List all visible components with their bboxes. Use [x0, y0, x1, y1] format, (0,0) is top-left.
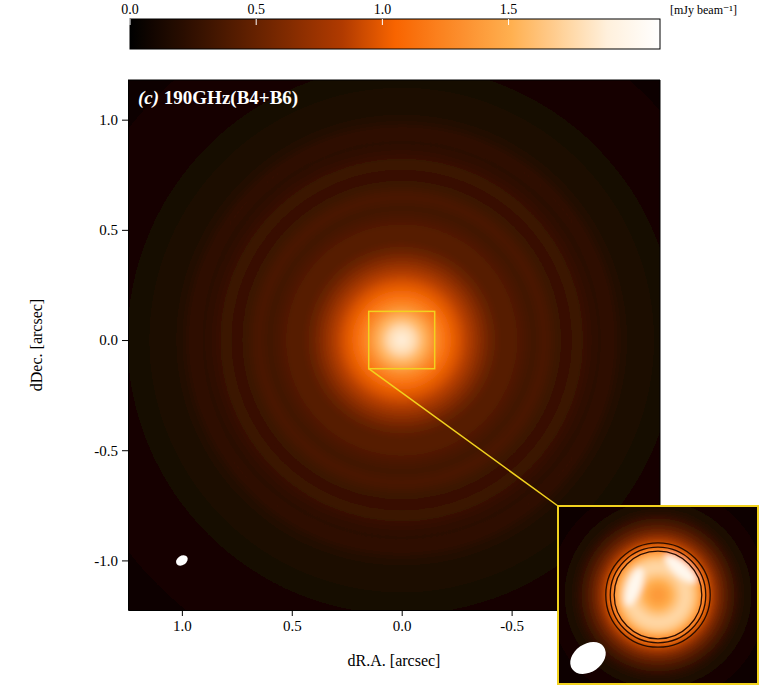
- inset-intensity-ring: [601, 538, 714, 651]
- intensity-ring: [176, 115, 627, 566]
- y-axis-line: [128, 81, 129, 611]
- y-axis: 1.0 0.5 0.0 -0.5 -1.0: [94, 81, 128, 611]
- panel-title: (c) 190GHz(B4+B6): [138, 87, 298, 109]
- y-tick-mark: [122, 560, 128, 561]
- y-tick: -1.0: [94, 553, 128, 569]
- inset-intensity-ring: [558, 506, 758, 684]
- x-tick-label: 0.0: [393, 618, 412, 634]
- y-tick-mark: [122, 120, 128, 121]
- panel-title-text: 190GHz(B4+B6): [159, 87, 298, 109]
- y-tick: 1.0: [99, 112, 128, 128]
- inset-intensity-ring: [558, 506, 758, 684]
- x-tick-label: 0.5: [283, 618, 302, 634]
- colorbar-tick-label: 0.0: [121, 2, 139, 17]
- image-layer: [128, 80, 660, 610]
- intensity-ring: [330, 269, 473, 412]
- x-tick: 1.0: [173, 610, 192, 634]
- x-tick-mark: [402, 610, 403, 616]
- inset-area: [558, 506, 758, 684]
- plot-area: [128, 80, 660, 610]
- colorbar: [130, 19, 660, 49]
- zoom-connector: [369, 369, 558, 506]
- inset-beam: [564, 635, 612, 680]
- intensity-ring: [352, 291, 451, 390]
- inset-intensity-ring: [588, 525, 728, 665]
- inset-border: [558, 506, 758, 684]
- y-tick-mark: [122, 340, 128, 341]
- intensity-ring: [209, 148, 594, 533]
- intensity-ring: [187, 126, 616, 555]
- colorbar-tick-label: 1.5: [500, 2, 518, 17]
- x-tick: -0.5: [500, 610, 524, 634]
- inset-contour: [614, 551, 702, 639]
- y-tick: 0.5: [99, 222, 128, 238]
- colorbar-label: [mJy beam⁻¹]: [670, 3, 737, 17]
- x-tick-mark: [292, 610, 293, 616]
- y-tick-label: 0.5: [99, 222, 118, 238]
- colorbar-tick-label: 0.5: [247, 2, 265, 17]
- x-tick-mark: [512, 610, 513, 616]
- intensity-ring: [242, 181, 561, 500]
- x-tick-label: 1.0: [173, 618, 192, 634]
- x-tick-mark: [182, 610, 183, 616]
- intensity-ring: [308, 247, 495, 434]
- intensity-ring: [128, 80, 660, 610]
- y-tick-label: 1.0: [99, 112, 118, 128]
- colorbar-group: 0.0 0.5 1.0 1.5 [mJy beam⁻¹]: [121, 2, 737, 49]
- colorbar-tick: [382, 19, 383, 25]
- inset-contour: [606, 543, 710, 647]
- intensity-ring: [220, 159, 583, 522]
- inset-intensity-ring: [608, 545, 708, 645]
- intensity-ring: [319, 258, 484, 423]
- inset-image-layer: [558, 506, 758, 684]
- y-tick-mark: [122, 230, 128, 231]
- y-tick: 0.0: [99, 332, 128, 348]
- colorbar-tick: [256, 19, 257, 25]
- inset-intensity-ring: [565, 506, 752, 684]
- inset-intensity-ring: [641, 578, 674, 611]
- inset-clump: [661, 550, 701, 587]
- y-tick-label: -0.5: [94, 443, 118, 459]
- intensity-ring: [231, 170, 572, 511]
- chart-container: 0.00.51.01.5[mJy beam⁻¹]1.00.50.0-0.51.0…: [0, 0, 766, 690]
- x-tick: 0.5: [283, 610, 302, 634]
- y-axis-title: dDec. [arcsec]: [28, 299, 45, 391]
- inset-intensity-ring: [648, 585, 668, 605]
- intensity-ring: [374, 313, 429, 368]
- y-tick-mark: [122, 450, 128, 451]
- inset-intensity-ring: [595, 532, 722, 659]
- intensity-ring: [264, 203, 539, 478]
- x-tick: 0.0: [393, 610, 412, 634]
- inset-intensity-ring: [655, 592, 662, 599]
- y-tick-label: 0.0: [99, 332, 118, 348]
- intensity-ring: [396, 335, 407, 346]
- colorbar-tick: [130, 19, 131, 25]
- colorbar-tick-label: 1.0: [374, 2, 392, 17]
- y-tick: -0.5: [94, 443, 128, 459]
- intensity-ring: [286, 225, 517, 456]
- inset-intensity-ring: [558, 506, 758, 684]
- inset: [498, 435, 766, 690]
- inset-clump: [621, 565, 648, 608]
- intensity-ring: [275, 214, 528, 467]
- y-tick-label: -1.0: [94, 553, 118, 569]
- x-axis-title: dR.A. [arcsec]: [348, 652, 441, 669]
- intensity-ring: [363, 302, 440, 379]
- colorbar-tick: [508, 19, 509, 25]
- intensity-ring: [341, 280, 462, 401]
- intensity-ring: [253, 192, 550, 489]
- chart-svg: 0.00.51.01.5[mJy beam⁻¹]1.00.50.0-0.51.0…: [0, 0, 766, 690]
- panel-letter: (c): [138, 87, 159, 109]
- intensity-ring: [297, 236, 506, 445]
- inset-contour: [610, 547, 706, 643]
- x-tick-label: -0.5: [500, 618, 524, 634]
- beam: [174, 553, 190, 568]
- inset-intensity-ring: [615, 552, 702, 639]
- intensity-ring: [385, 324, 418, 357]
- zoom-box: [369, 311, 435, 368]
- intensity-ring: [198, 137, 605, 544]
